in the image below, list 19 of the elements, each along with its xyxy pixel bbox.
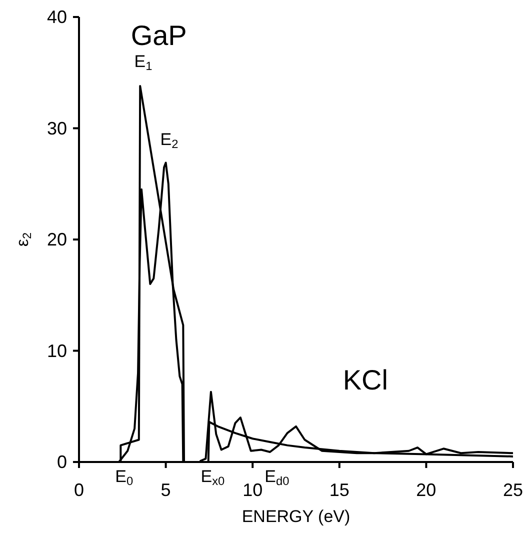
x-tick-label: 20 (416, 480, 436, 500)
x-tick-label: 15 (329, 480, 350, 500)
x-tick-label: 10 (242, 480, 263, 500)
annotation: KCl (342, 364, 388, 396)
y-tick-label: 0 (56, 452, 67, 472)
x-axis-title: ENERGY (eV) (242, 507, 350, 526)
x-tick-label: 0 (74, 480, 84, 500)
text: E$_{x0}$ (200, 467, 226, 488)
x-tick-label: 25 (502, 480, 524, 500)
annotation: E$_{1}$ (134, 52, 153, 74)
text: E$_{d0}$ (264, 467, 290, 488)
text: E$_{0}$ (115, 467, 134, 488)
annotation: GaP (130, 20, 187, 51)
annotation: E$_{2}$ (160, 130, 179, 151)
y-tick-label: 30 (46, 118, 67, 138)
y-tick-label: 40 (46, 7, 67, 27)
y-tick-label: 20 (46, 230, 67, 250)
y-tick-label: 10 (46, 340, 67, 361)
x-tick-label: 5 (160, 480, 171, 500)
